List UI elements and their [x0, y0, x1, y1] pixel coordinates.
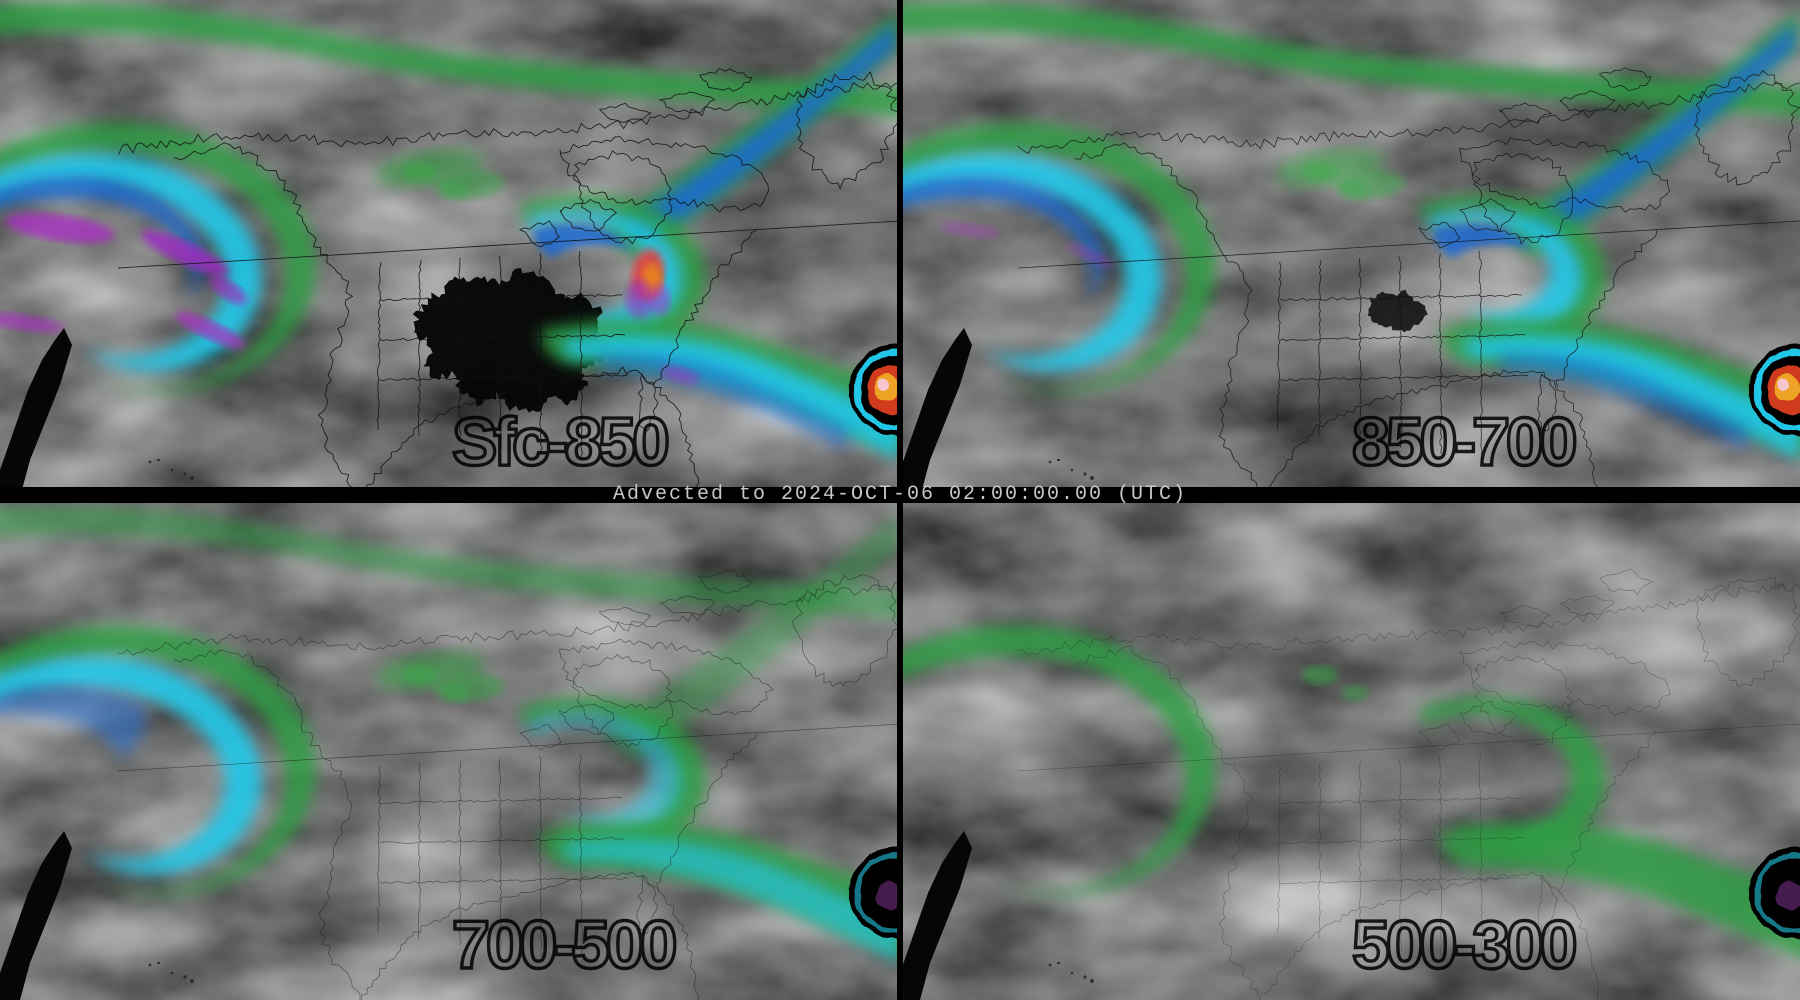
svg-text:Sfc-850: Sfc-850 [452, 404, 668, 480]
svg-text:850-700: 850-700 [1352, 404, 1576, 480]
svg-text:500-300: 500-300 [1352, 907, 1576, 983]
svg-text:700-500: 700-500 [452, 907, 676, 983]
